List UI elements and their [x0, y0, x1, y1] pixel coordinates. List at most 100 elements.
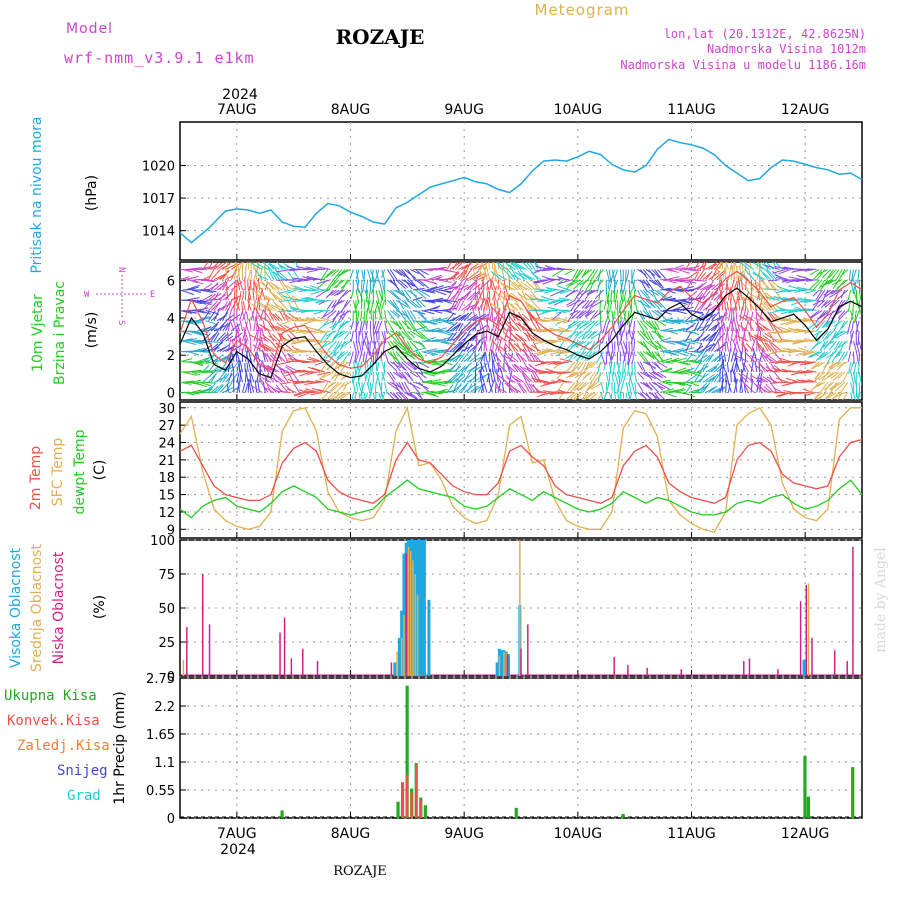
- wind-arrow: [662, 317, 674, 322]
- wind-arrow: [205, 265, 218, 270]
- wind-arrow: [830, 289, 840, 295]
- wind-arrow: [245, 351, 249, 362]
- wind-arrow: [375, 371, 380, 384]
- wind-arrow: [622, 361, 624, 375]
- wind-arrow: [538, 330, 550, 333]
- wind-arrow: [311, 367, 326, 373]
- precip-ylabel: 1hr Precip (mm): [112, 691, 128, 804]
- wind-arrow: [213, 332, 220, 342]
- wind-arrow: [306, 268, 320, 273]
- wind-arrow: [460, 278, 468, 291]
- wind-arrow: [705, 270, 713, 281]
- wind-arrow: [219, 343, 231, 352]
- temp-ylabel-dew: dewpt Temp: [72, 429, 88, 514]
- wind-arrow: [497, 289, 502, 301]
- wind-arrow: [498, 262, 508, 270]
- wind-arrow: [619, 310, 622, 323]
- wind-arrow: [244, 321, 249, 332]
- wind-arrow: [736, 275, 740, 291]
- wind-arrow: [424, 392, 439, 398]
- wind-arrow: [702, 333, 710, 342]
- wind-arrow: [837, 371, 846, 380]
- wind-arrow: [281, 371, 291, 374]
- wind-arrow: [444, 268, 458, 274]
- wind-arrow: [401, 340, 411, 354]
- wind-arrow: [248, 379, 252, 393]
- wind-arrow: [763, 355, 775, 363]
- wind-arrow: [696, 382, 707, 393]
- wind-arrow: [694, 283, 704, 291]
- wind-arrow: [623, 300, 627, 312]
- temp-ytick-label: 9: [167, 523, 175, 538]
- wind-arrow: [398, 382, 405, 393]
- wind-arrow: [333, 320, 340, 330]
- wind-arrow: [373, 320, 380, 335]
- wind-arrow: [418, 340, 427, 350]
- wind-arrow: [486, 286, 490, 301]
- wind-arrow: [660, 310, 672, 315]
- wind-arrow: [301, 297, 311, 301]
- wind-arrow: [608, 330, 613, 341]
- wind-arrow: [452, 341, 463, 352]
- wind-arrow: [404, 361, 416, 371]
- wind-arrow: [387, 299, 398, 311]
- wind-arrow: [466, 314, 478, 322]
- wind-arrow: [750, 335, 763, 342]
- wind-arrow: [379, 310, 383, 321]
- wind-arrow: [210, 385, 219, 393]
- wind-arrow: [674, 267, 686, 270]
- sfc-temp-line: [179, 405, 862, 533]
- wind-arrow: [432, 276, 443, 281]
- wind-arrow: [449, 290, 460, 301]
- wind-arrow: [662, 392, 677, 398]
- wind-arrow: [531, 328, 544, 332]
- wind-arrow: [380, 351, 383, 362]
- wind-arrow: [264, 304, 275, 311]
- wind-arrow: [366, 300, 371, 313]
- wind-arrow: [705, 301, 712, 311]
- wind-arrow: [725, 287, 728, 301]
- wind-arrow: [387, 310, 395, 321]
- wind-arrow: [540, 289, 553, 292]
- wind-arrow: [614, 371, 619, 385]
- wind-arrow: [404, 279, 413, 290]
- wind-arrow: [266, 302, 277, 311]
- wind-arrow: [266, 384, 272, 393]
- wind-arrow: [280, 381, 291, 385]
- cloud-ytick-label: 25: [158, 636, 175, 651]
- wind-arrow: [543, 370, 558, 373]
- wind-arrow: [773, 387, 783, 393]
- wind-arrow: [418, 310, 427, 321]
- wind-arrow: [387, 330, 398, 343]
- wind-arrow: [256, 341, 261, 352]
- wind-arrow: [496, 363, 502, 373]
- wind-arrow: [534, 262, 542, 270]
- wind-arrow: [363, 310, 366, 324]
- wind-arrow: [458, 264, 469, 270]
- wind-arrow: [759, 269, 769, 281]
- wind-arrow: [331, 269, 343, 282]
- wind-arrow: [841, 392, 849, 400]
- wind-arrow: [792, 340, 806, 345]
- cloud-bar: [397, 637, 401, 676]
- wind-arrow: [737, 329, 741, 342]
- wind-arrow: [496, 262, 502, 270]
- wind-arrow: [327, 340, 337, 351]
- wind-arrow: [858, 289, 862, 301]
- wind-arrow: [603, 361, 607, 371]
- wind-arrow: [691, 340, 703, 345]
- wind-arrow: [504, 382, 516, 393]
- wind-arrow: [261, 334, 272, 342]
- wind-arrow: [331, 371, 337, 381]
- wind-arrow: [769, 361, 780, 364]
- wind-arrow: [302, 299, 314, 303]
- wind-arrow: [541, 268, 556, 272]
- wind-arrow: [847, 351, 852, 362]
- wind-arrow: [421, 299, 436, 304]
- wind-ytick-label: 6: [167, 275, 175, 290]
- wind-arrow: [625, 330, 628, 341]
- compass-s-label: S: [116, 320, 126, 325]
- wind-arrow: [741, 336, 746, 352]
- wind-arrow: [455, 278, 465, 291]
- wind-arrow: [249, 279, 252, 291]
